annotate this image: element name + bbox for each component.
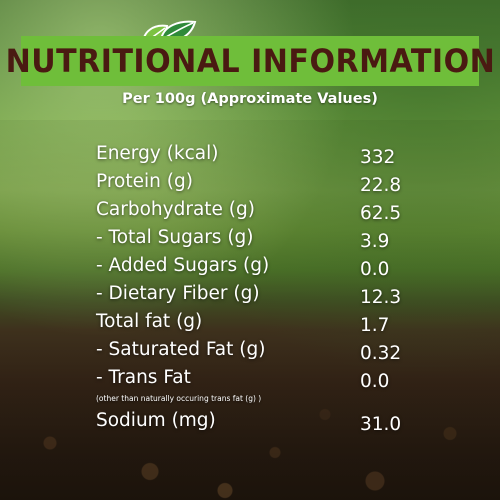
nutrient-row-carbohydrate: Carbohydrate (g) 62.5 (96, 199, 426, 225)
nutrient-row-saturated-fat: - Saturated Fat (g) 0.32 (96, 339, 426, 365)
nutrient-value: 12.3 (360, 287, 402, 308)
nutrient-label: - Dietary Fiber (g) (96, 283, 260, 304)
nutrient-value: 31.0 (360, 414, 402, 435)
title-banner: NUTRITIONAL INFORMATION (5, 36, 494, 86)
nutrient-label: Carbohydrate (g) (96, 199, 255, 220)
page-title: NUTRITIONAL INFORMATION (5, 42, 495, 80)
nutrient-label: Energy (kcal) (96, 143, 219, 164)
nutrient-value: 0.32 (360, 343, 402, 364)
background-overlay (0, 120, 500, 500)
nutrient-value: 3.9 (360, 231, 390, 252)
nutrient-label: Total fat (g) (96, 311, 203, 332)
nutrient-row-protein: Protein (g) 22.8 (96, 171, 426, 197)
nutrient-value: 332 (360, 147, 396, 168)
nutrient-row-total-fat: Total fat (g) 1.7 (96, 311, 426, 337)
nutrient-label: - Trans Fat (96, 367, 191, 388)
nutrient-value: 22.8 (360, 175, 402, 196)
nutrient-value: 62.5 (360, 203, 402, 224)
nutrient-row-dietary-fiber: - Dietary Fiber (g) 12.3 (96, 283, 426, 309)
nutrient-row-added-sugars: - Added Sugars (g) 0.0 (96, 255, 426, 281)
subtitle: Per 100g (Approximate Values) (122, 91, 378, 107)
nutrient-row-total-sugars: - Total Sugars (g) 3.9 (96, 227, 426, 253)
trans-fat-footnote: (other than naturally occuring trans fat… (96, 394, 262, 403)
nutrient-value: 1.7 (360, 315, 390, 336)
nutrient-label: Sodium (mg) (96, 410, 216, 431)
nutrient-value: 0.0 (360, 371, 390, 392)
nutrient-label: Protein (g) (96, 171, 193, 192)
nutrient-row-sodium: Sodium (mg) 31.0 (96, 410, 426, 436)
nutrient-row-energy: Energy (kcal) 332 (96, 143, 426, 169)
nutrient-row-trans-fat: - Trans Fat 0.0 (96, 367, 426, 393)
soil-texture (0, 310, 500, 500)
nutrient-label: - Total Sugars (g) (96, 227, 254, 248)
nutrient-label: - Saturated Fat (g) (96, 339, 266, 360)
nutrient-value: 0.0 (360, 259, 390, 280)
nutrient-label: - Added Sugars (g) (96, 255, 270, 276)
